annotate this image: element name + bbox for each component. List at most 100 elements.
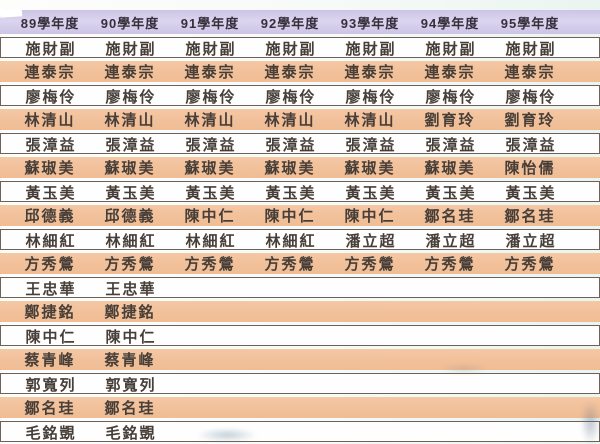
table-cell: 張漳益 [505, 137, 557, 154]
table-row-cells: 鄭捷銘 鄭捷銘 [10, 301, 600, 322]
table-cell: 廖梅伶 [185, 89, 237, 106]
table-cell: 蔡青峰 [104, 352, 156, 369]
table-cell: 方秀鶯 [344, 256, 396, 273]
table-row: 廖梅伶 廖梅伶 廖梅伶 廖梅伶 廖梅伶 廖梅伶 廖梅伶 [0, 85, 600, 106]
table-row: 連泰宗 連泰宗 連泰宗 連泰宗 連泰宗 連泰宗 連泰宗 [0, 61, 600, 82]
table-cell: 廖梅伶 [505, 89, 557, 106]
table-cell: 廖梅伶 [425, 89, 477, 106]
table-cell: 連泰宗 [184, 64, 236, 81]
table-row: 鄒名珪 鄒名珪 [0, 397, 600, 418]
table-row-cells: 林清山 林清山 林清山 林清山 林清山 劉育玲 劉育玲 [10, 109, 600, 130]
table-row: 黃玉美 黃玉美 黃玉美 黃玉美 黃玉美 黃玉美 黃玉美 [0, 181, 600, 202]
table-cell: 張漳益 [345, 137, 397, 154]
table-cell: 蔡青峰 [24, 352, 76, 369]
table-row-cells: 林細紅 林細紅 林細紅 林細紅 潘立超 潘立超 潘立超 [11, 230, 599, 250]
table-cell: 廖梅伶 [265, 89, 317, 106]
table-cell: 鄒名珪 [424, 208, 476, 225]
table-cell: 陳怡儒 [504, 160, 556, 177]
table-cell: 林清山 [184, 112, 236, 129]
table-row: 蘇琡美 蘇琡美 蘇琡美 蘇琡美 蘇琡美 蘇琡美 陳怡儒 [0, 157, 600, 178]
column-header: 94學年度 [420, 15, 480, 31]
table-cell: 黃玉美 [105, 185, 157, 202]
table-cell: 林細紅 [105, 233, 157, 250]
table-row: 張漳益 張漳益 張漳益 張漳益 張漳益 張漳益 張漳益 [0, 133, 600, 154]
table-cell: 張漳益 [25, 137, 77, 154]
table-cell: 連泰宗 [24, 64, 76, 81]
table-row: 蔡青峰 蔡青峰 [0, 349, 600, 370]
table-row-cells: 毛銘覬 毛銘覬 [11, 422, 599, 442]
table-cell: 林細紅 [185, 233, 237, 250]
column-header: 93學年度 [340, 15, 400, 31]
table-row-cells: 連泰宗 連泰宗 連泰宗 連泰宗 連泰宗 連泰宗 連泰宗 [10, 61, 600, 82]
table-cell: 連泰宗 [504, 64, 556, 81]
table-row-cells: 鄒名珪 鄒名珪 [10, 397, 600, 418]
table-cell: 黃玉美 [265, 185, 317, 202]
table-cell: 陳中仁 [25, 329, 77, 346]
table-cell: 廖梅伶 [105, 89, 157, 106]
table-cell: 鄭捷銘 [104, 304, 156, 321]
table-cell: 鄒名珪 [504, 208, 556, 225]
table-row: 陳中仁 陳中仁 [0, 325, 600, 346]
table-cell: 張漳益 [265, 137, 317, 154]
table-row: 王忠華 王忠華 [0, 277, 600, 298]
table-row-cells: 蔡青峰 蔡青峰 [10, 349, 600, 370]
table-row: 林細紅 林細紅 林細紅 林細紅 潘立超 潘立超 潘立超 [0, 229, 600, 250]
table-cell: 方秀鶯 [184, 256, 236, 273]
table-cell: 廖梅伶 [345, 89, 397, 106]
table-cell: 方秀鶯 [104, 256, 156, 273]
table-cell: 黃玉美 [345, 185, 397, 202]
table-cell: 蘇琡美 [264, 160, 316, 177]
table-cell: 施財副 [105, 41, 157, 58]
table-cell: 施財副 [505, 41, 557, 58]
table-cell: 連泰宗 [424, 64, 476, 81]
table-cell: 劉育玲 [424, 112, 476, 129]
table-cell: 廖梅伶 [25, 89, 77, 106]
table-row-cells: 張漳益 張漳益 張漳益 張漳益 張漳益 張漳益 張漳益 [11, 134, 599, 154]
table-row: 林清山 林清山 林清山 林清山 林清山 劉育玲 劉育玲 [0, 109, 600, 130]
table-cell: 林清山 [344, 112, 396, 129]
table-cell: 黃玉美 [185, 185, 237, 202]
table-cell: 毛銘覬 [105, 425, 157, 442]
table-cell: 林清山 [24, 112, 76, 129]
table-cell: 張漳益 [185, 137, 237, 154]
table-row-cells: 施財副 施財副 施財副 施財副 施財副 施財副 施財副 [11, 38, 599, 58]
column-header: 90學年度 [100, 15, 160, 31]
table-row-cells: 方秀鶯 方秀鶯 方秀鶯 方秀鶯 方秀鶯 方秀鶯 方秀鶯 [10, 253, 600, 274]
table-cell: 施財副 [265, 41, 317, 58]
table-cell: 黃玉美 [25, 185, 77, 202]
table-row-cells: 郭寬列 郭寬列 [11, 374, 599, 394]
column-header: 89學年度 [20, 15, 80, 31]
table-cell: 蘇琡美 [424, 160, 476, 177]
table-cell: 林清山 [264, 112, 316, 129]
table-cell: 陳中仁 [105, 329, 157, 346]
scan-corner-artifact [0, 8, 23, 18]
table-cell: 蘇琡美 [104, 160, 156, 177]
table-cell: 林清山 [104, 112, 156, 129]
table-row: 邱德義 邱德義 陳中仁 陳中仁 陳中仁 鄒名珪 鄒名珪 [0, 205, 600, 226]
table-cell: 林細紅 [265, 233, 317, 250]
table-cell: 張漳益 [425, 137, 477, 154]
table-cell: 陳中仁 [264, 208, 316, 225]
table-cell: 黃玉美 [505, 185, 557, 202]
table-cell: 方秀鶯 [264, 256, 316, 273]
table-header-row: 89學年度 90學年度 91學年度 92學年度 93學年度 94學年度 95學年度 [0, 10, 600, 34]
column-header: 92學年度 [260, 15, 320, 31]
column-header: 95學年度 [500, 15, 560, 31]
table-cell: 林細紅 [25, 233, 77, 250]
table-cell: 方秀鶯 [24, 256, 76, 273]
table-cell: 施財副 [185, 41, 237, 58]
table-cell: 鄒名珪 [104, 400, 156, 417]
table-body: 施財副 施財副 施財副 施財副 施財副 施財副 施財副 連泰宗 連泰宗 連泰宗 連泰宗 連泰宗 連泰宗連… [0, 37, 600, 444]
table-cell: 張漳益 [105, 137, 157, 154]
table-row: 郭寬列 郭寬列 [0, 373, 600, 394]
table-cell: 潘立超 [425, 233, 477, 250]
table-row-cells: 黃玉美 黃玉美 黃玉美 黃玉美 黃玉美 黃玉美 黃玉美 [11, 182, 599, 202]
table-row: 方秀鶯 方秀鶯 方秀鶯 方秀鶯 方秀鶯 方秀鶯 方秀鶯 [0, 253, 600, 274]
table-cell: 連泰宗 [344, 64, 396, 81]
table-cell: 施財副 [425, 41, 477, 58]
table-cell: 毛銘覬 [25, 425, 77, 442]
table-cell: 郭寬列 [25, 377, 77, 394]
table-cell: 連泰宗 [104, 64, 156, 81]
column-header: 91學年度 [180, 15, 240, 31]
